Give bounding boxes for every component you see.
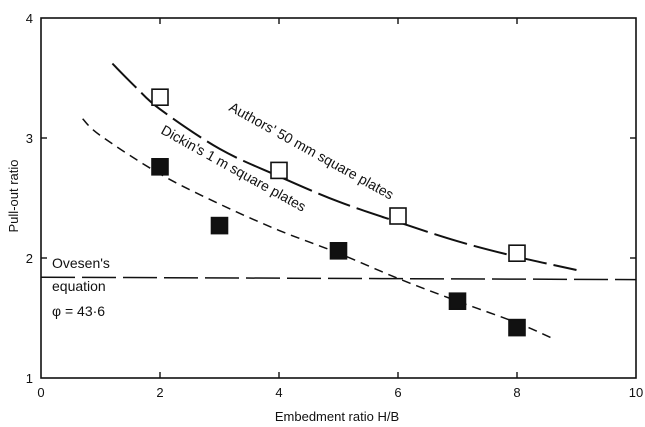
marker-dickin-filled-square: [329, 242, 348, 260]
x-tick-label: 6: [394, 385, 401, 400]
data-markers: [151, 88, 526, 337]
annotation-ovesen-line3: φ = 43·6: [52, 303, 105, 319]
marker-authors-open-square: [389, 207, 407, 225]
curve-authors-50-mm-square-plates: [111, 62, 577, 271]
marker-authors-open-square: [270, 161, 288, 180]
y-tick-label: 4: [26, 11, 33, 26]
y-tick-label: 1: [26, 371, 33, 386]
x-tick-label: 2: [156, 385, 163, 400]
x-tick-label: 10: [629, 385, 643, 400]
marker-dickin-filled-square: [151, 158, 169, 176]
y-tick-label: 2: [26, 251, 33, 266]
x-tick-label: 4: [275, 385, 282, 400]
plot-frame: [40, 17, 637, 379]
marker-dickin-filled-square: [448, 292, 467, 311]
y-axis-label: Pull-out ratio: [6, 160, 21, 233]
annotation-ovesen-line2: equation: [52, 278, 106, 294]
x-tick-label: 8: [513, 385, 520, 400]
x-axis-label: Embedment ratio H/B: [275, 409, 399, 424]
x-tick-label: 0: [37, 385, 44, 400]
marker-dickin-filled-square: [210, 216, 229, 235]
marker-authors-open-square: [151, 88, 169, 106]
marker-authors-open-square: [508, 244, 526, 262]
fitted-curves: [40, 62, 637, 340]
annotation-ovesen-line1: Ovesen's: [52, 255, 110, 271]
y-tick-label: 3: [26, 131, 33, 146]
curve-ovesen-s-equation: [40, 276, 637, 281]
marker-dickin-filled-square: [508, 318, 526, 337]
